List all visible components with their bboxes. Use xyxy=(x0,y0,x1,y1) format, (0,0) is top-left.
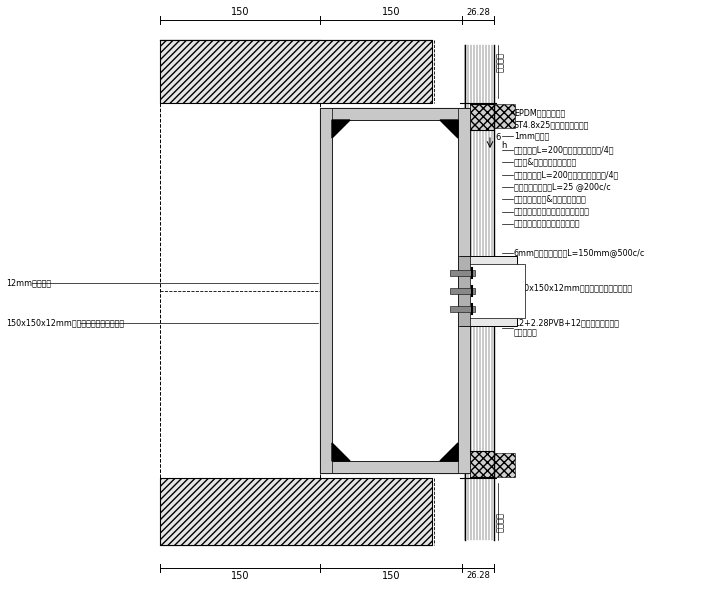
Text: 150: 150 xyxy=(382,571,400,581)
Bar xyxy=(160,478,432,545)
Text: 150: 150 xyxy=(382,7,400,17)
Text: 分格尺寸: 分格尺寸 xyxy=(496,512,505,531)
Bar xyxy=(470,451,494,477)
Text: 结构胶（黑色）&双面胶（黑色）: 结构胶（黑色）&双面胶（黑色） xyxy=(514,195,586,203)
Text: 150: 150 xyxy=(231,7,249,17)
Text: 铝合金玻璃横料（氟碳烤漆，白色）: 铝合金玻璃横料（氟碳烤漆，白色） xyxy=(514,208,590,216)
Bar xyxy=(460,256,517,326)
Bar xyxy=(160,40,432,103)
Bar xyxy=(320,108,470,473)
Text: 1mm平面胶: 1mm平面胶 xyxy=(514,132,550,141)
Polygon shape xyxy=(332,120,350,138)
Text: 铝合金横料（氟碳烤漆，白色）: 铝合金横料（氟碳烤漆，白色） xyxy=(514,219,581,228)
Bar xyxy=(470,453,515,477)
Bar xyxy=(320,108,470,120)
Text: ST4.8x25不锈锤盘头自攻钉: ST4.8x25不锈锤盘头自攻钉 xyxy=(514,120,589,129)
Polygon shape xyxy=(440,120,458,138)
Bar xyxy=(470,104,494,130)
Bar xyxy=(160,478,432,545)
Bar xyxy=(332,120,458,461)
Polygon shape xyxy=(440,443,458,461)
Bar xyxy=(450,288,475,294)
Text: 150x150x12mm钙通（氟碳烤漆，白色）: 150x150x12mm钙通（氟碳烤漆，白色） xyxy=(6,318,124,327)
Text: 26.28: 26.28 xyxy=(466,571,490,580)
Text: 铝合金龙骨，L=200，分布于玻璃两端/4根: 铝合金龙骨，L=200，分布于玻璃两端/4根 xyxy=(514,171,619,180)
Bar xyxy=(160,40,432,103)
Polygon shape xyxy=(332,443,350,461)
Bar xyxy=(450,269,475,276)
Text: h: h xyxy=(501,141,506,149)
Bar xyxy=(460,263,525,317)
Bar xyxy=(458,108,470,473)
Text: 分格尺寸: 分格尺寸 xyxy=(496,52,505,72)
Text: 150x150x12mm钙通（氟碳烤漆，白色）: 150x150x12mm钙通（氟碳烤漆，白色） xyxy=(514,283,632,292)
Text: 26.28: 26.28 xyxy=(466,8,490,17)
Text: 6: 6 xyxy=(495,133,501,142)
Text: 6mm角铝分布劲（槽L=150mm@500c/c: 6mm角铝分布劲（槽L=150mm@500c/c xyxy=(514,248,645,257)
Text: 泡沫棒&硅酮密封胶（黑色）: 泡沫棒&硅酮密封胶（黑色） xyxy=(514,158,577,167)
Bar xyxy=(450,305,475,311)
Text: EPDM胶条（黑色）: EPDM胶条（黑色） xyxy=(514,109,565,117)
Text: 铝合金玻璃压条，L=25 @200c/c: 铝合金玻璃压条，L=25 @200c/c xyxy=(514,183,611,192)
Bar xyxy=(320,108,332,473)
Bar xyxy=(470,104,515,128)
Bar xyxy=(320,461,470,473)
Text: 12+2.28PVB+12钓化夹胶弹钙玻璃
点式乳片样: 12+2.28PVB+12钓化夹胶弹钙玻璃 点式乳片样 xyxy=(514,318,619,337)
Bar xyxy=(458,256,470,326)
Text: 150: 150 xyxy=(231,571,249,581)
Text: 12mm单钙嘉志: 12mm单钙嘉志 xyxy=(6,279,51,288)
Text: 铝横框条，L=200，分布于玻璃两端/4枝: 铝横框条，L=200，分布于玻璃两端/4枝 xyxy=(514,145,614,155)
